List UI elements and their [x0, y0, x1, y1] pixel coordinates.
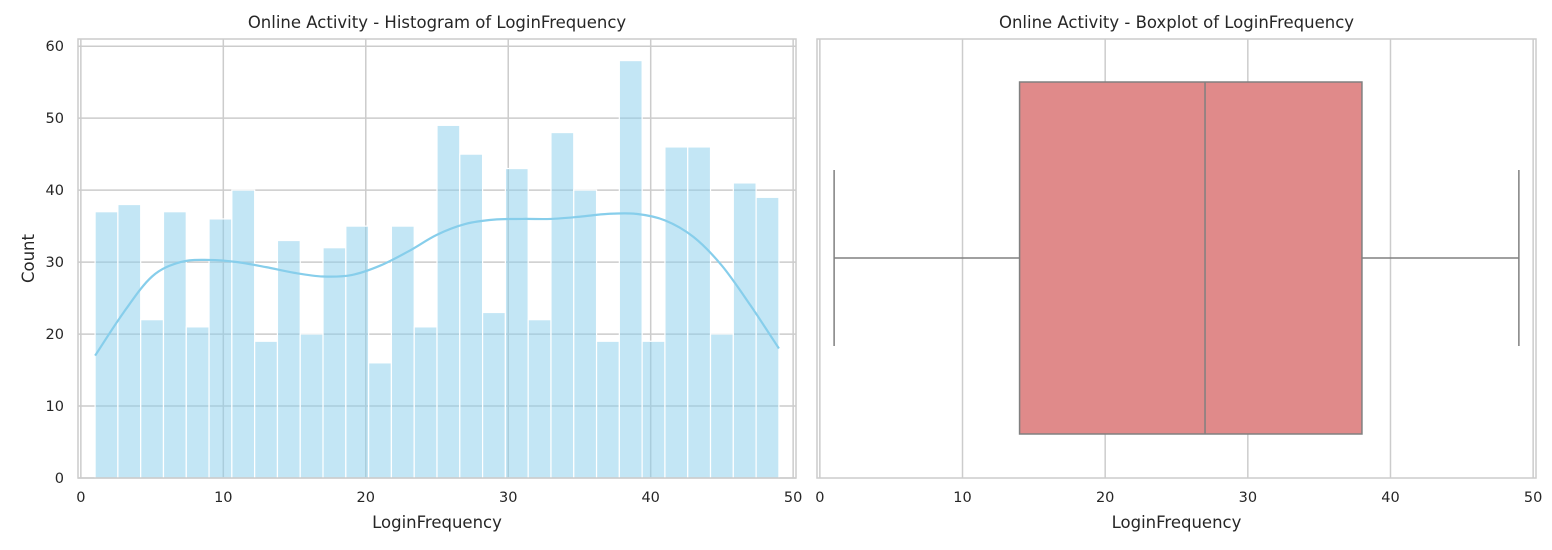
boxplot-x-ticks: 0 10 20 30 40 50	[815, 490, 1542, 506]
boxplot-x-tick-label: 50	[1524, 490, 1542, 506]
histogram-bar	[94, 211, 119, 479]
histogram-bar	[709, 333, 734, 479]
boxplot-x-tick-label: 30	[1239, 490, 1257, 506]
histogram-bar	[231, 189, 256, 479]
histogram-bars	[94, 59, 780, 479]
histogram-x-tick-label: 0	[76, 490, 85, 506]
histogram-x-tick-label: 50	[784, 490, 802, 506]
histogram-bar	[481, 311, 506, 479]
boxplot-x-tick-label: 20	[1096, 490, 1114, 506]
histogram-bar	[390, 225, 415, 479]
boxplot-x-axis-label: LoginFrequency	[1112, 513, 1242, 532]
histogram-y-tick-label: 0	[55, 471, 64, 487]
histogram-y-tick-label: 30	[46, 255, 64, 271]
histogram-y-tick-label: 50	[46, 111, 64, 127]
boxplot-title: Online Activity - Boxplot of LoginFreque…	[999, 13, 1354, 32]
histogram-x-tick-label: 40	[641, 490, 659, 506]
histogram-bar	[276, 239, 301, 479]
histogram-x-tick-label: 30	[499, 490, 517, 506]
histogram-y-tick-label: 40	[46, 183, 64, 199]
histogram-bar	[368, 362, 393, 479]
histogram-title: Online Activity - Histogram of LoginFreq…	[248, 13, 627, 32]
boxplot-x-tick-label: 10	[953, 490, 971, 506]
histogram-axes: 0 10 20 30 40 50 0 10 20 30 40 50 60 Online Activit…	[19, 13, 802, 532]
histogram-y-tick-label: 60	[46, 39, 64, 55]
histogram-bar	[117, 203, 142, 479]
histogram-bar	[755, 196, 780, 479]
histogram-bar	[254, 340, 279, 479]
histogram-bar	[618, 59, 643, 479]
histogram-bar	[345, 225, 370, 479]
histogram-y-tick-label: 20	[46, 327, 64, 343]
histogram-bar	[162, 211, 187, 479]
histogram-x-ticks: 0 10 20 30 40 50	[76, 490, 802, 506]
histogram-bar	[140, 319, 165, 479]
histogram-y-ticks: 0 10 20 30 40 50 60	[46, 39, 64, 487]
kde-curve	[94, 212, 780, 357]
histogram-bar	[413, 326, 438, 479]
histogram-frame	[77, 38, 797, 479]
histogram-bar	[322, 247, 347, 479]
interquartile-box	[1018, 81, 1363, 435]
histogram-x-tick-label: 10	[214, 490, 232, 506]
histogram-y-axis-label: Count	[19, 233, 38, 283]
boxplot-x-tick-label: 40	[1381, 490, 1399, 506]
histogram-bar	[732, 182, 757, 479]
boxplot-axes: 0 10 20 30 40 50 Online Activity - Boxplot of…	[815, 13, 1542, 532]
histogram-bar	[573, 189, 598, 479]
histogram-bar	[459, 153, 484, 479]
histogram-bar	[687, 146, 712, 479]
histogram-bar	[550, 131, 575, 479]
histogram-bar	[299, 333, 324, 479]
histogram-bar	[641, 340, 666, 479]
boxplot-x-tick-label: 0	[815, 490, 824, 506]
histogram-bar	[504, 167, 529, 479]
histogram-y-tick-label: 10	[46, 399, 64, 415]
histogram-bar	[185, 326, 210, 479]
histogram-bar	[595, 340, 620, 479]
histogram-x-tick-label: 20	[357, 490, 375, 506]
histogram-bar	[208, 218, 233, 479]
boxplot-frame	[816, 38, 1537, 479]
histogram-bar	[527, 319, 552, 479]
histogram-x-axis-label: LoginFrequency	[372, 513, 502, 532]
histogram-bar	[664, 146, 689, 479]
histogram-bar	[436, 124, 461, 479]
boxplot-marks	[833, 81, 1520, 435]
